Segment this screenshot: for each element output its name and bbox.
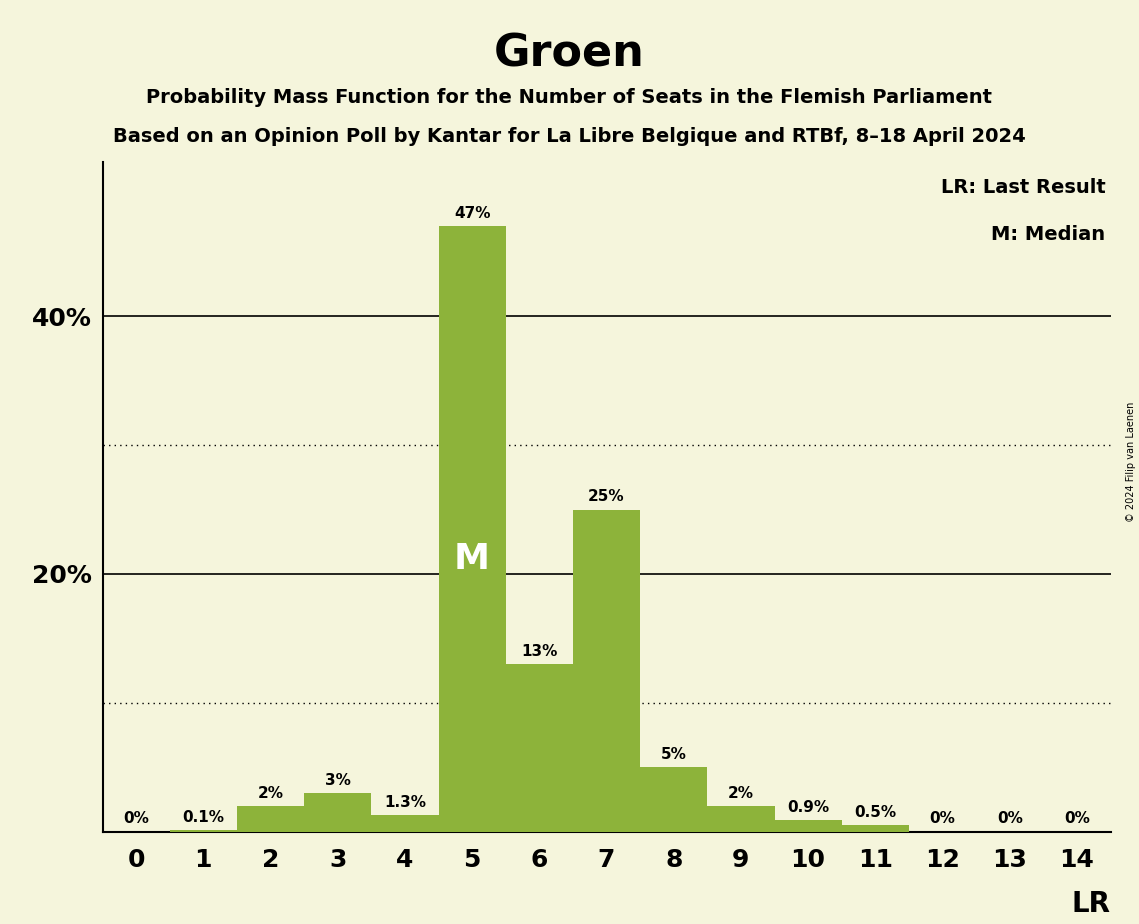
Bar [775, 820, 842, 832]
Text: LR: Last Result: LR: Last Result [941, 178, 1106, 198]
Bar [707, 806, 775, 832]
Text: Based on an Opinion Poll by Kantar for La Libre Belgique and RTBf, 8–18 April 20: Based on an Opinion Poll by Kantar for L… [113, 127, 1026, 146]
Text: Groen: Groen [494, 32, 645, 76]
Text: 25%: 25% [588, 490, 625, 505]
Bar [439, 226, 506, 832]
Text: 2%: 2% [728, 785, 754, 801]
Bar [371, 815, 439, 832]
Bar [170, 831, 237, 832]
Text: 0.9%: 0.9% [787, 800, 829, 815]
Text: 0%: 0% [997, 811, 1023, 826]
Text: 47%: 47% [453, 206, 491, 221]
Text: 0.1%: 0.1% [182, 810, 224, 825]
Bar [304, 793, 371, 832]
Bar [640, 767, 707, 832]
Text: 0%: 0% [123, 811, 149, 826]
Text: Probability Mass Function for the Number of Seats in the Flemish Parliament: Probability Mass Function for the Number… [147, 88, 992, 107]
Text: 0.5%: 0.5% [854, 805, 896, 820]
Text: 0%: 0% [929, 811, 956, 826]
Bar [506, 664, 573, 832]
Text: 2%: 2% [257, 785, 284, 801]
Text: 3%: 3% [325, 772, 351, 788]
Bar [573, 509, 640, 832]
Bar [842, 825, 909, 832]
Text: 0%: 0% [1064, 811, 1090, 826]
Text: 5%: 5% [661, 747, 687, 762]
Bar [237, 806, 304, 832]
Text: LR: LR [1072, 890, 1111, 918]
Text: M: M [454, 542, 490, 577]
Text: M: Median: M: Median [991, 225, 1106, 244]
Text: © 2024 Filip van Laenen: © 2024 Filip van Laenen [1125, 402, 1136, 522]
Text: 13%: 13% [522, 644, 557, 659]
Text: 1.3%: 1.3% [384, 795, 426, 809]
